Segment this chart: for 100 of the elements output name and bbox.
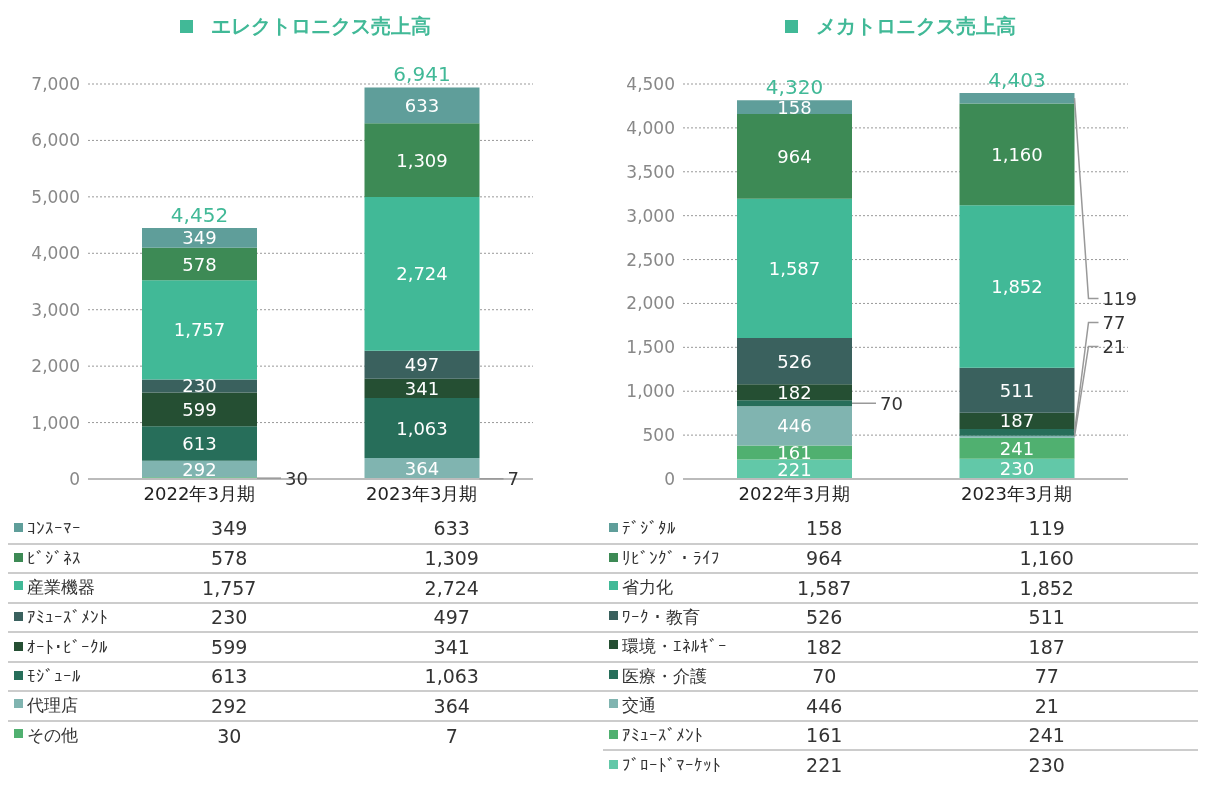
x-tick-label: 2023年3月期 — [366, 482, 478, 504]
data-label: 526 — [805, 605, 844, 631]
y-tick-label: 5,000 — [31, 186, 80, 207]
legend-label: ﾜｰｸ・教育 — [621, 605, 701, 629]
y-tick-label: 2,500 — [626, 249, 675, 270]
x-tick-label: 2022年3月期 — [143, 482, 255, 504]
data-label: 182 — [806, 635, 843, 658]
text: 2,724 — [396, 263, 448, 285]
text: 70 — [880, 392, 903, 414]
text: 633 — [404, 94, 440, 116]
data-label: 1,063 — [423, 664, 480, 690]
total-label: 4,452 — [170, 203, 229, 228]
text: 182 — [777, 381, 812, 403]
legend-label: ﾌﾞﾛｰﾄﾞﾏｰｹｯﾄ — [621, 754, 721, 778]
data-label: 599 — [210, 634, 249, 660]
data-label: 2,724 — [423, 575, 480, 601]
data-label: 230 — [210, 605, 249, 631]
legend-label: 代理店 — [26, 694, 79, 718]
data-label: 158 — [805, 516, 844, 542]
data-label: 1,587 — [796, 575, 853, 601]
legend-label: ﾘﾋﾞﾝｸﾞ・ﾗｲﾌ — [621, 547, 720, 571]
data-label: 187 — [1027, 634, 1066, 660]
legend-label: ﾃﾞｼﾞﾀﾙ — [621, 517, 677, 541]
text: 21 — [1102, 335, 1126, 357]
legend-label: 環境・ｴﾈﾙｷﾞｰ — [621, 635, 727, 659]
text: 578 — [182, 253, 217, 275]
y-tick-label: 0 — [664, 469, 675, 490]
y-tick-label: 1,500 — [626, 337, 675, 358]
legend-label: ﾓｼﾞｭｰﾙ — [26, 665, 82, 689]
y-tick-label: 2,000 — [31, 356, 80, 377]
legend-label: ｱﾐｭｰｽﾞﾒﾝﾄ — [621, 724, 704, 748]
data-label: 497 — [432, 605, 471, 631]
y-tick-label: 4,500 — [626, 74, 675, 95]
data-label: 1,757 — [201, 575, 258, 601]
text: 77 — [1102, 311, 1126, 333]
y-tick-label: 4,000 — [626, 117, 675, 138]
data-label: 161 — [805, 723, 844, 749]
text: 526 — [777, 350, 812, 372]
y-tick-label: 0 — [69, 469, 80, 490]
y-tick-label: 3,000 — [31, 299, 80, 320]
text: 1,160 — [991, 143, 1043, 165]
data-label: 119 — [1027, 516, 1066, 542]
y-tick-label: 7,000 — [31, 74, 80, 95]
x-tick-label: 2022年3月期 — [738, 482, 850, 504]
data-label: 341 — [432, 634, 471, 660]
data-label: 446 — [805, 693, 844, 719]
legend-label: ｺﾝｽｰﾏｰ — [26, 517, 82, 541]
text: 292 — [182, 458, 217, 480]
y-tick-label: 1,000 — [31, 412, 80, 433]
data-label: 30 — [216, 723, 243, 749]
text: 241 — [999, 437, 1035, 459]
y-tick-label: 6,000 — [31, 130, 80, 151]
data-label: 633 — [432, 516, 471, 542]
legend-label: ﾋﾞｼﾞﾈｽ — [26, 547, 82, 571]
data-label: 1,160 — [1018, 546, 1075, 572]
data-label: 349 — [210, 516, 249, 542]
legend-label: 医療・介護 — [621, 664, 708, 688]
text: 119 — [1102, 287, 1137, 309]
data-label: 964 — [806, 547, 843, 570]
text: 964 — [777, 145, 812, 167]
data-label: 511 — [1027, 605, 1066, 631]
text: 187 — [999, 410, 1035, 432]
text: 30 — [285, 467, 308, 489]
data-label: 21 — [1033, 693, 1060, 719]
total-label: 6,941 — [393, 62, 451, 87]
text: 497 — [404, 354, 440, 376]
data-label: 7 — [444, 723, 459, 749]
text: 446 — [777, 415, 812, 437]
text: 1,757 — [173, 319, 226, 341]
data-label: 364 — [432, 693, 471, 719]
data-label: 77 — [1033, 664, 1060, 690]
total-label: 4,403 — [988, 67, 1046, 92]
chart-title: メカトロニクス売上高 — [816, 12, 1016, 40]
data-label: 1,309 — [423, 546, 480, 572]
data-label: 1,852 — [1018, 575, 1075, 601]
y-tick-label: 3,000 — [626, 205, 675, 226]
legend-label: ｱﾐｭｰｽﾞﾒﾝﾄ — [26, 606, 109, 630]
text: 613 — [182, 433, 217, 455]
y-tick-label: 3,500 — [626, 161, 675, 182]
text: 230 — [182, 375, 217, 397]
text: 1,587 — [768, 257, 821, 279]
legend-label: ｵｰﾄ･ﾋﾞｰｸﾙ — [26, 635, 109, 659]
text: 599 — [182, 398, 217, 420]
y-tick-label: 4,000 — [31, 243, 80, 264]
data-label: 292 — [210, 693, 249, 719]
legend-label: その他 — [26, 724, 79, 748]
text: 1,852 — [991, 276, 1043, 297]
data-label: 230 — [1027, 753, 1066, 779]
text: 230 — [999, 458, 1035, 480]
y-tick-label: 500 — [642, 425, 675, 446]
text: 1,063 — [396, 417, 448, 439]
data-label: 221 — [806, 754, 843, 777]
chart-title: エレクトロニクス売上高 — [211, 12, 431, 40]
data-label: 70 — [811, 664, 838, 690]
data-label: 613 — [210, 664, 249, 690]
legend-label: 産業機器 — [26, 576, 96, 600]
y-tick-label: 2,000 — [626, 293, 675, 314]
text: 7 — [507, 468, 519, 490]
legend-label: 交通 — [621, 694, 657, 718]
text: 1,309 — [396, 149, 448, 171]
